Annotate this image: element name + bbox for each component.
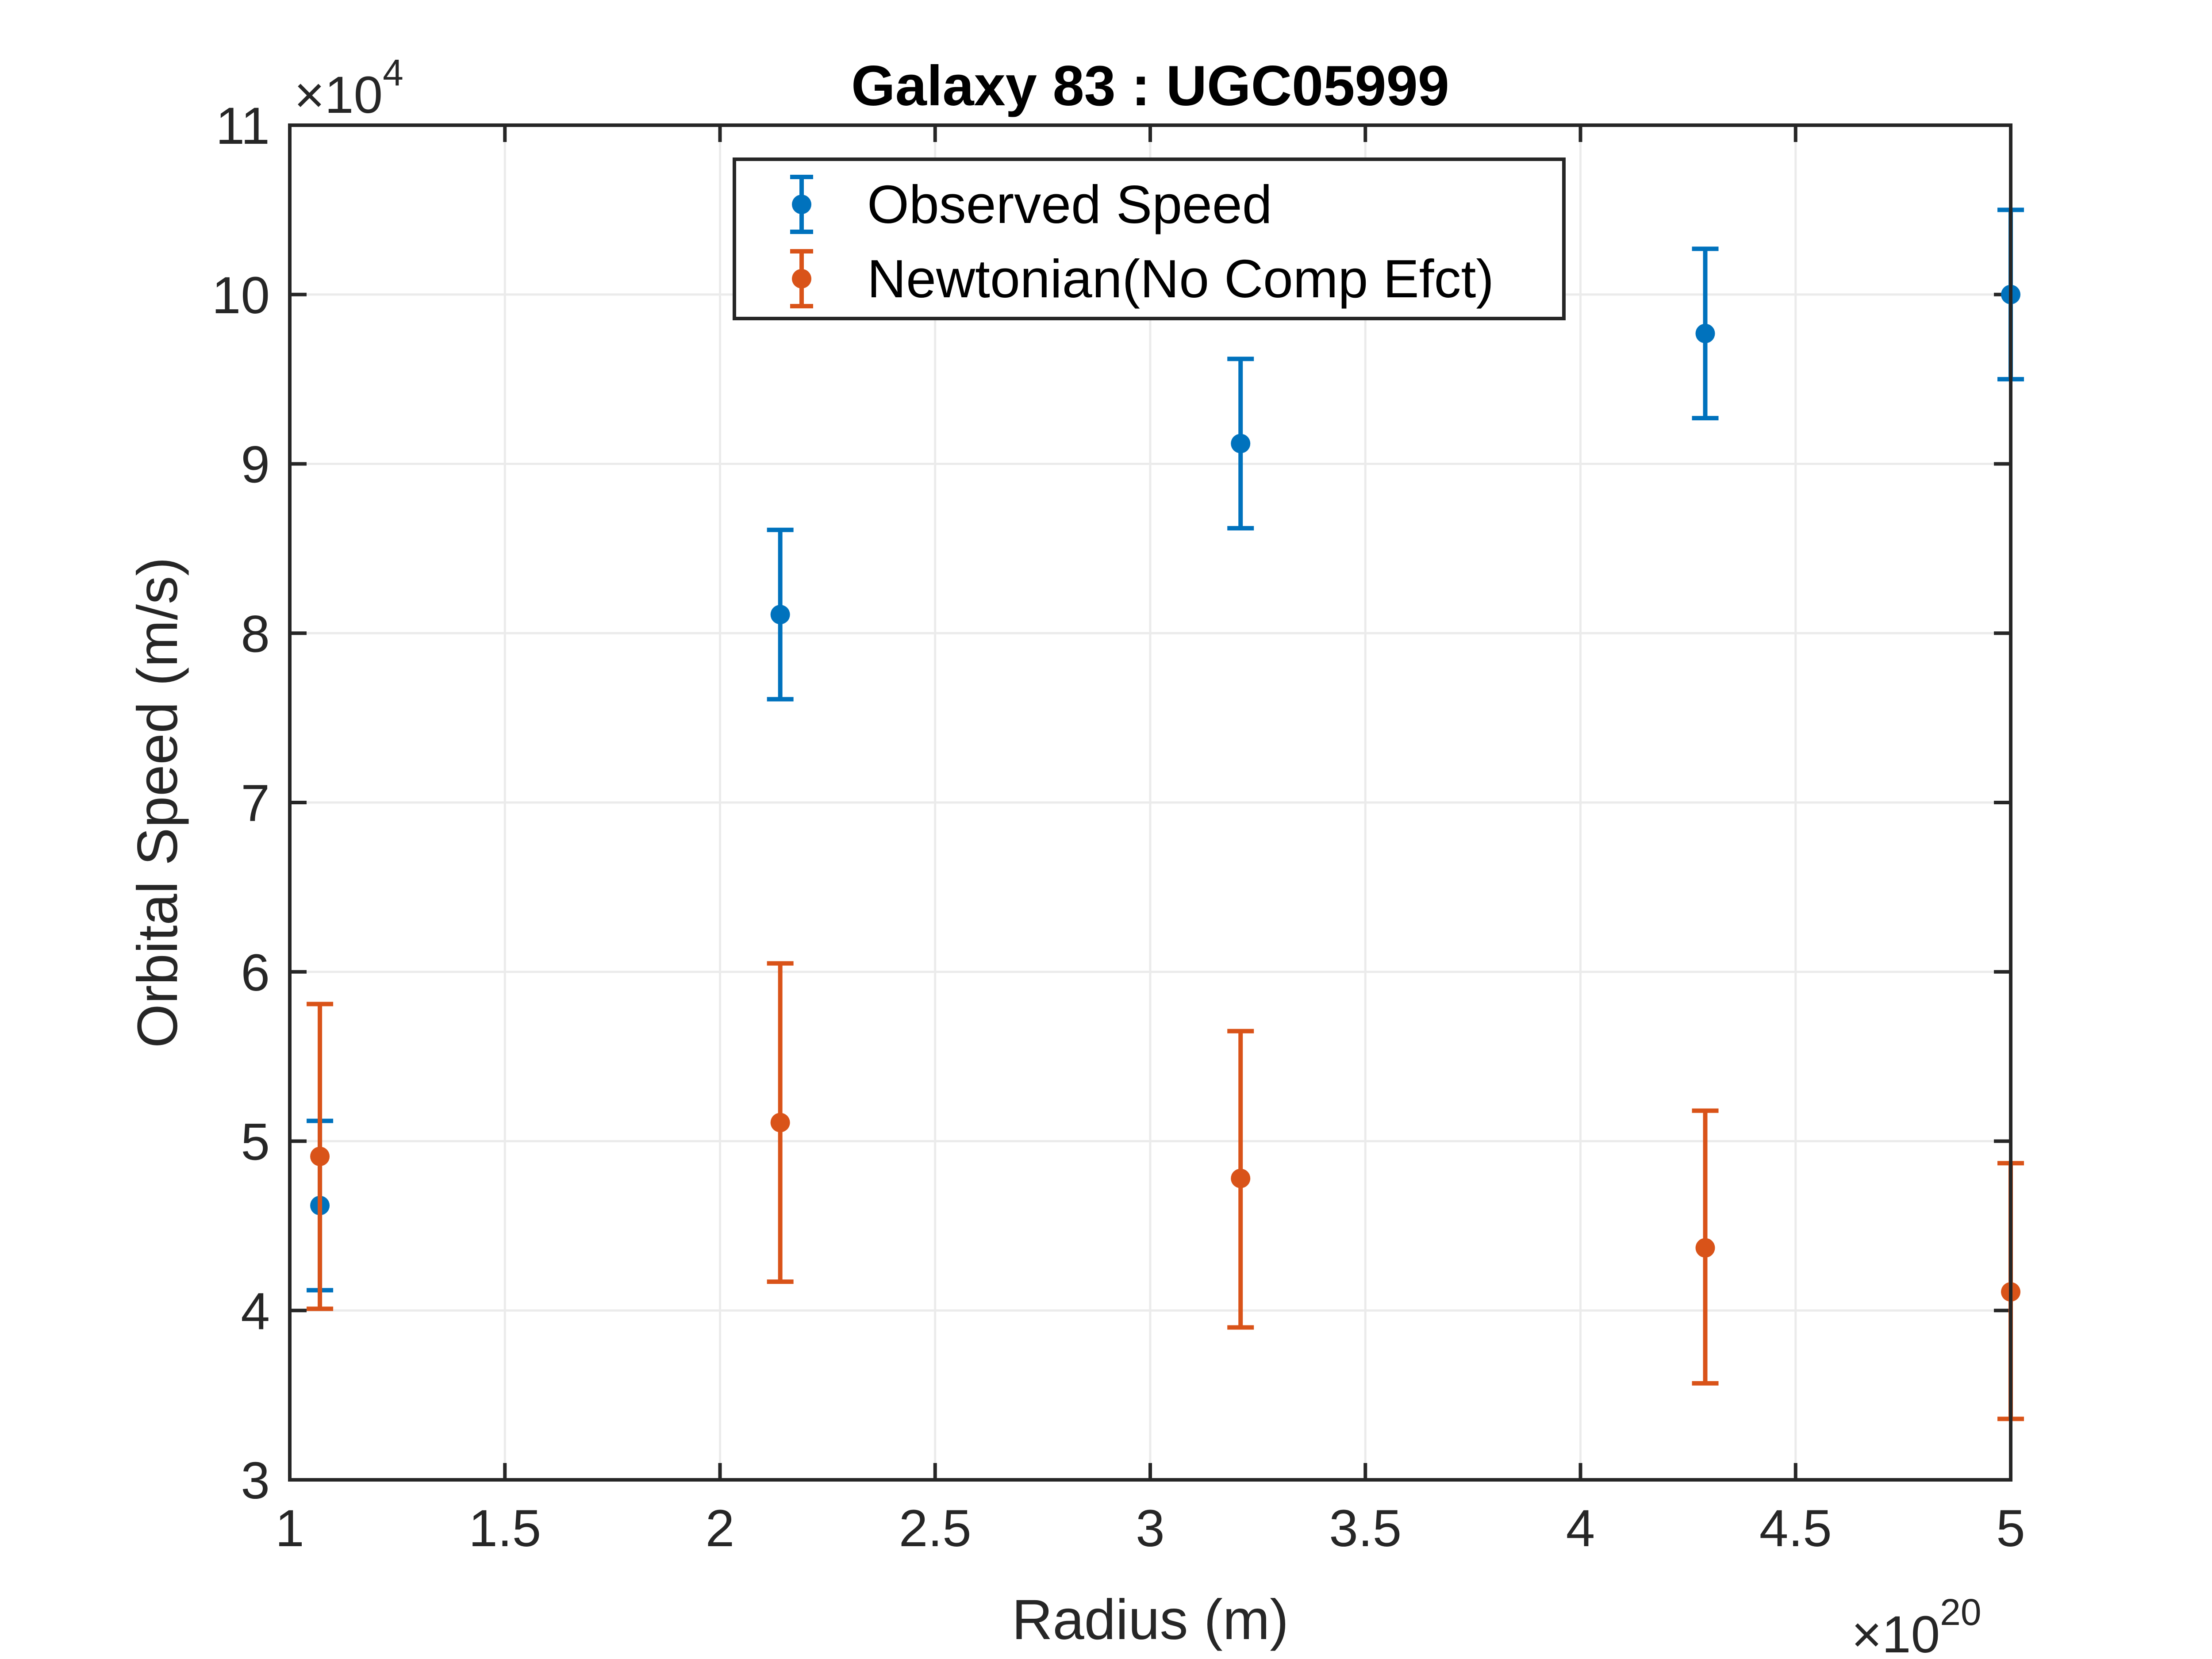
data-point [310, 1147, 330, 1166]
x-tick-label: 2.5 [899, 1499, 972, 1558]
legend-marker [792, 195, 811, 214]
y-tick-label: 11 [216, 97, 270, 155]
y-tick-label: 6 [241, 944, 270, 1002]
x-tick-label: 3 [1136, 1499, 1165, 1558]
legend: Observed Speed Newtonian(No Comp Efct) [734, 159, 1564, 319]
legend-label: Newtonian(No Comp Efct) [867, 249, 1494, 309]
y-tick-label: 9 [241, 436, 270, 494]
legend-entry: Newtonian(No Comp Efct) [790, 249, 1494, 309]
legend-marker [792, 269, 811, 288]
y-tick-label: 10 [212, 266, 270, 325]
data-point [1231, 1169, 1250, 1188]
x-axis-label: Radius (m) [1012, 1588, 1289, 1651]
x-exponent-power: 20 [1940, 1591, 1981, 1633]
y-tick-label: 7 [241, 774, 270, 833]
x-tick-label: 1.5 [469, 1499, 541, 1558]
x-tick-label: 4.5 [1759, 1499, 1832, 1558]
x-exponent-base: ×10 [1851, 1605, 1940, 1659]
data-point [771, 605, 790, 624]
y-exponent-power: 4 [383, 52, 403, 93]
data-point [1231, 434, 1250, 453]
x-tick-label: 3.5 [1329, 1499, 1402, 1558]
y-tick-label: 5 [241, 1113, 270, 1171]
x-tick-label: 4 [1566, 1499, 1595, 1558]
y-tick-label: 8 [241, 605, 270, 663]
x-tick-label: 5 [1996, 1499, 2025, 1558]
data-point [1696, 1238, 1715, 1258]
data-point [1696, 324, 1715, 343]
y-tick-label: 3 [241, 1452, 270, 1510]
legend-label: Observed Speed [867, 174, 1272, 234]
chart-title: Galaxy 83 : UGC05999 [851, 54, 1449, 118]
x-tick-label: 2 [706, 1499, 735, 1558]
y-tick-label: 4 [241, 1282, 270, 1340]
data-point [771, 1113, 790, 1132]
x-tick-label: 1 [275, 1499, 304, 1558]
y-exponent-base: ×10 [294, 66, 383, 124]
y-axis-label: Orbital Speed (m/s) [126, 557, 189, 1048]
